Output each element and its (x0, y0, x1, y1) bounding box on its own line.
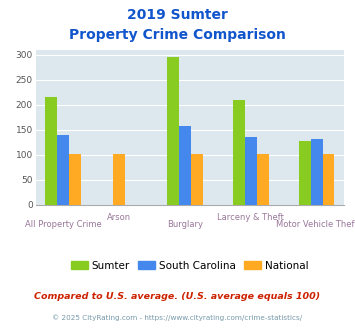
Text: Arson: Arson (107, 213, 131, 222)
Text: Compared to U.S. average. (U.S. average equals 100): Compared to U.S. average. (U.S. average … (34, 292, 321, 301)
Bar (233, 100, 245, 205)
Text: Motor Vehicle Theft: Motor Vehicle Theft (276, 220, 355, 229)
Text: © 2025 CityRating.com - https://www.cityrating.com/crime-statistics/: © 2025 CityRating.com - https://www.city… (53, 314, 302, 321)
Bar (191, 153, 203, 205)
Bar (45, 97, 57, 205)
Text: Larceny & Theft: Larceny & Theft (217, 213, 284, 222)
Text: Burglary: Burglary (167, 220, 203, 229)
Bar (299, 141, 311, 205)
Bar (245, 137, 257, 205)
Bar (323, 153, 334, 205)
Bar (167, 57, 179, 205)
Bar (69, 153, 81, 205)
Bar (311, 139, 323, 205)
Text: Property Crime Comparison: Property Crime Comparison (69, 28, 286, 42)
Text: All Property Crime: All Property Crime (25, 220, 102, 229)
Legend: Sumter, South Carolina, National: Sumter, South Carolina, National (67, 256, 313, 275)
Bar (179, 126, 191, 205)
Bar (113, 153, 125, 205)
Bar (57, 135, 69, 205)
Bar (257, 153, 269, 205)
Text: 2019 Sumter: 2019 Sumter (127, 8, 228, 22)
